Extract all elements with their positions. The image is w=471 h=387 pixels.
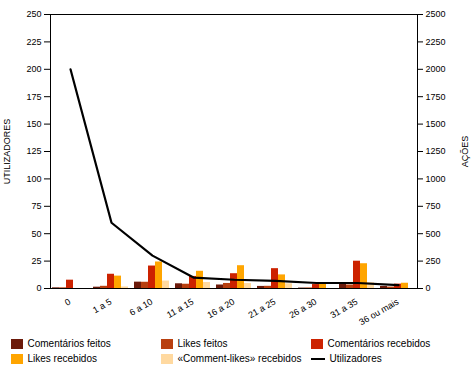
svg-text:500: 500	[426, 229, 441, 239]
svg-text:0: 0	[36, 283, 41, 293]
svg-text:16 a 20: 16 a 20	[205, 297, 236, 321]
svg-text:25: 25	[31, 256, 41, 266]
svg-text:1250: 1250	[426, 146, 446, 156]
svg-text:200: 200	[26, 64, 41, 74]
svg-text:21 a 25: 21 a 25	[246, 297, 277, 321]
svg-text:36 ou mais: 36 ou mais	[357, 296, 401, 327]
svg-text:250: 250	[26, 9, 41, 19]
svg-text:225: 225	[26, 37, 41, 47]
svg-text:150: 150	[26, 119, 41, 129]
html-text:Comentários feitos: Comentários feitos	[27, 338, 111, 349]
html-text:Comentários recebidos: Comentários recebidos	[327, 338, 431, 349]
svg-text:1 a 5: 1 a 5	[91, 297, 113, 316]
svg-text:11 a 15: 11 a 15	[165, 297, 195, 320]
svg-text:6 a 10: 6 a 10	[128, 297, 155, 318]
svg-text:1500: 1500	[426, 119, 446, 129]
html-text:Likes recebidos: Likes recebidos	[27, 353, 97, 364]
svg-text:1000: 1000	[426, 174, 446, 184]
svg-text:AÇÕES: AÇÕES	[460, 136, 470, 168]
svg-text:75: 75	[31, 201, 41, 211]
html-text:«Comment-likes» recebidos: «Comment-likes» recebidos	[177, 353, 302, 364]
svg-text:0: 0	[426, 283, 431, 293]
svg-text:50: 50	[31, 229, 41, 239]
svg-text:100: 100	[26, 174, 41, 184]
svg-text:125: 125	[26, 146, 41, 156]
svg-text:UTILIZADORES: UTILIZADORES	[2, 119, 12, 185]
svg-text:2500: 2500	[426, 9, 446, 19]
html-text:Likes feitos: Likes feitos	[177, 338, 228, 349]
svg-text:250: 250	[426, 256, 441, 266]
svg-text:0: 0	[63, 297, 72, 308]
svg-text:750: 750	[426, 201, 441, 211]
svg-text:2000: 2000	[426, 64, 446, 74]
svg-text:31 a 35: 31 a 35	[328, 297, 359, 321]
svg-text:26 a 30: 26 a 30	[287, 297, 318, 321]
svg-text:1750: 1750	[426, 92, 446, 102]
html-text:Utilizadores: Utilizadores	[329, 353, 382, 364]
svg-text:2250: 2250	[426, 37, 446, 47]
svg-text:175: 175	[26, 92, 41, 102]
